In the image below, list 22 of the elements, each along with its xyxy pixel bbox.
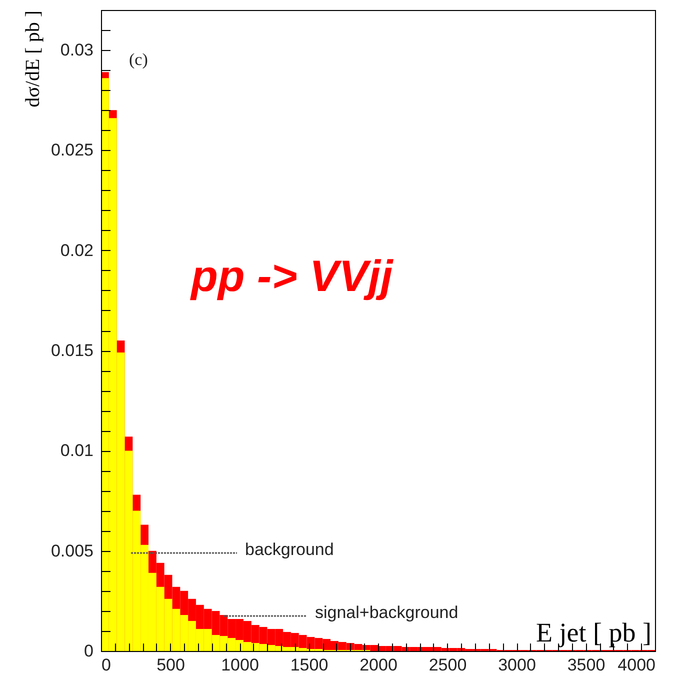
x-tick-label: 1000 (221, 656, 259, 674)
x-axis-title: E jet [ pb ] (536, 618, 652, 648)
y-tick-label: 0 (84, 642, 94, 660)
annotation: pp -> VVjj (190, 252, 394, 301)
y-tick-label: 0.015 (50, 341, 94, 360)
y-tick-label: 0.02 (60, 240, 94, 260)
y-tick-label: 0.01 (60, 441, 94, 460)
y-tick-label: 0.005 (50, 541, 94, 560)
x-tick-label: 3500 (567, 656, 606, 674)
y-tick-label: 0.025 (50, 140, 94, 160)
annotation: (c) (129, 50, 148, 69)
x-tick-label: 3000 (498, 656, 536, 674)
x-tick-label: 500 (156, 656, 185, 674)
x-tick-label: 4000 (618, 656, 656, 674)
y-axis-title: dσ/dE [ pb ] (22, 10, 44, 108)
x-tick-label: 1500 (290, 656, 328, 674)
y-tick-label: 0.03 (60, 40, 94, 60)
text: background (245, 540, 334, 559)
x-tick-label: 2000 (360, 656, 398, 674)
x-tick-label: 0 (102, 656, 111, 674)
series-label: signal+background (315, 603, 458, 622)
x-tick-label: 2500 (428, 656, 467, 674)
